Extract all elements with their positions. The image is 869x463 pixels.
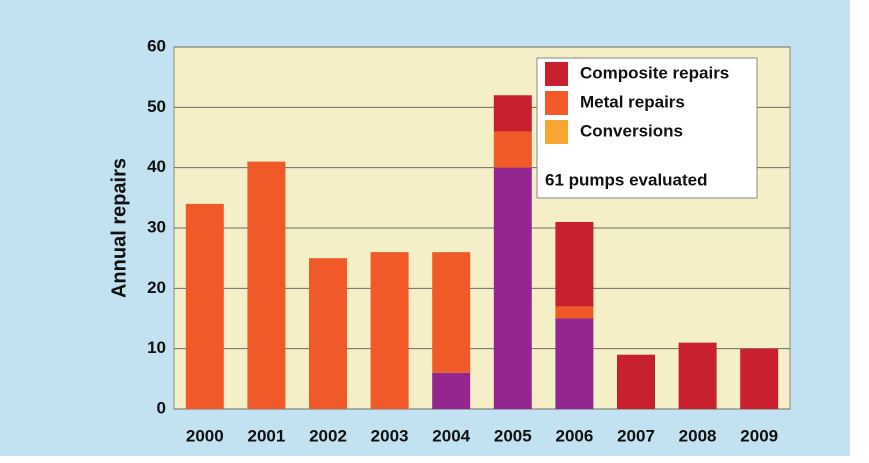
bar-segment: [493, 95, 532, 132]
bar-segment: [370, 252, 409, 409]
legend-swatch: [545, 62, 568, 86]
bar-segment: [555, 306, 594, 319]
bar-segment: [309, 258, 347, 409]
x-tick-label: 2000: [186, 426, 224, 445]
bar-segment: [247, 161, 286, 409]
bar-segment: [493, 131, 532, 168]
x-tick-label: 2003: [371, 426, 409, 445]
bar-segment: [740, 348, 779, 409]
x-tick-label: 2007: [617, 426, 655, 445]
bar-segment: [432, 252, 471, 373]
annotation: 61 pumps evaluated: [545, 170, 708, 189]
bar-segment: [555, 318, 594, 409]
x-tick-label: 2009: [740, 426, 778, 445]
bar-segment: [493, 167, 532, 409]
x-tick-label: 2008: [679, 426, 717, 445]
bar-segment: [678, 342, 717, 409]
legend-box: [536, 57, 758, 199]
legend-label: Composite repairs: [580, 63, 729, 82]
bar-segment: [555, 221, 594, 307]
x-tick-label: 2004: [432, 426, 470, 445]
y-axis-label: Annual repairs: [108, 158, 130, 298]
bar-segment: [617, 354, 655, 409]
legend-label: Conversions: [580, 121, 683, 140]
x-tick-label: 2002: [309, 426, 347, 445]
x-tick-label: 2001: [247, 426, 285, 445]
legend-label: Metal repairs: [580, 92, 685, 111]
y-tick-label: 20: [147, 278, 166, 297]
legend-swatch: [545, 120, 568, 144]
bar-segment: [432, 372, 471, 409]
y-tick-label: 10: [147, 338, 166, 357]
y-tick-label: 40: [147, 157, 166, 176]
bar-segment: [185, 203, 224, 409]
x-tick-label: 2005: [494, 426, 532, 445]
y-tick-label: 60: [147, 36, 166, 55]
y-tick-label: 50: [147, 97, 166, 116]
y-tick-label: 0: [157, 398, 166, 417]
x-tick-label: 2006: [555, 426, 593, 445]
y-tick-label: 30: [147, 217, 166, 236]
legend-swatch: [545, 91, 568, 115]
